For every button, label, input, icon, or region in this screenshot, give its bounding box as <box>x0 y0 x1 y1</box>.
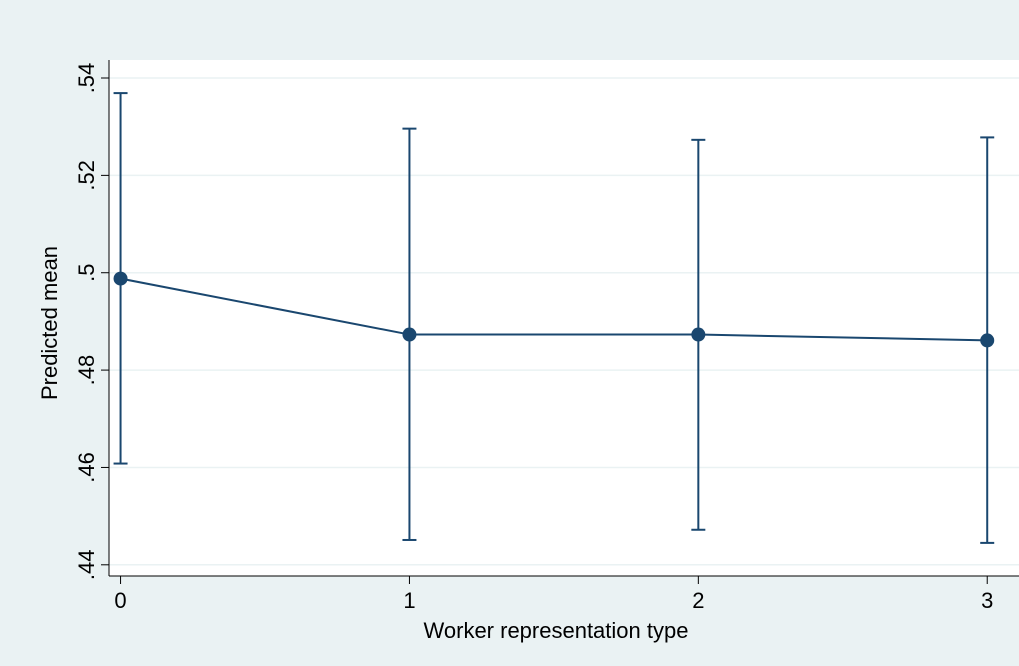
data-point <box>113 271 128 286</box>
x-tick-label: 1 <box>403 588 415 613</box>
y-tick-label: .44 <box>74 550 99 581</box>
x-axis-label: Worker representation type <box>424 618 689 643</box>
x-tick-label: 3 <box>981 588 993 613</box>
y-tick-label: .5 <box>74 264 99 282</box>
series-line <box>120 277 988 342</box>
series-group <box>113 271 995 348</box>
y-tick-label: .48 <box>74 355 99 386</box>
axes <box>108 60 1019 577</box>
data-point <box>402 327 417 342</box>
x-ticks: 0 1 2 3 <box>114 576 993 613</box>
plot-area <box>109 60 1019 576</box>
y-ticks: .44 .46 .48 .5 .52 .54 <box>74 63 109 580</box>
y-axis-label: Predicted mean <box>37 246 62 400</box>
y-tick-label: .52 <box>74 160 99 191</box>
data-point <box>691 327 706 342</box>
data-point <box>980 333 995 348</box>
x-tick-label: 0 <box>114 588 126 613</box>
grid-lines <box>109 77 1019 566</box>
y-tick-label: .54 <box>74 63 99 94</box>
y-tick-label: .46 <box>74 452 99 483</box>
x-tick-label: 2 <box>692 588 704 613</box>
